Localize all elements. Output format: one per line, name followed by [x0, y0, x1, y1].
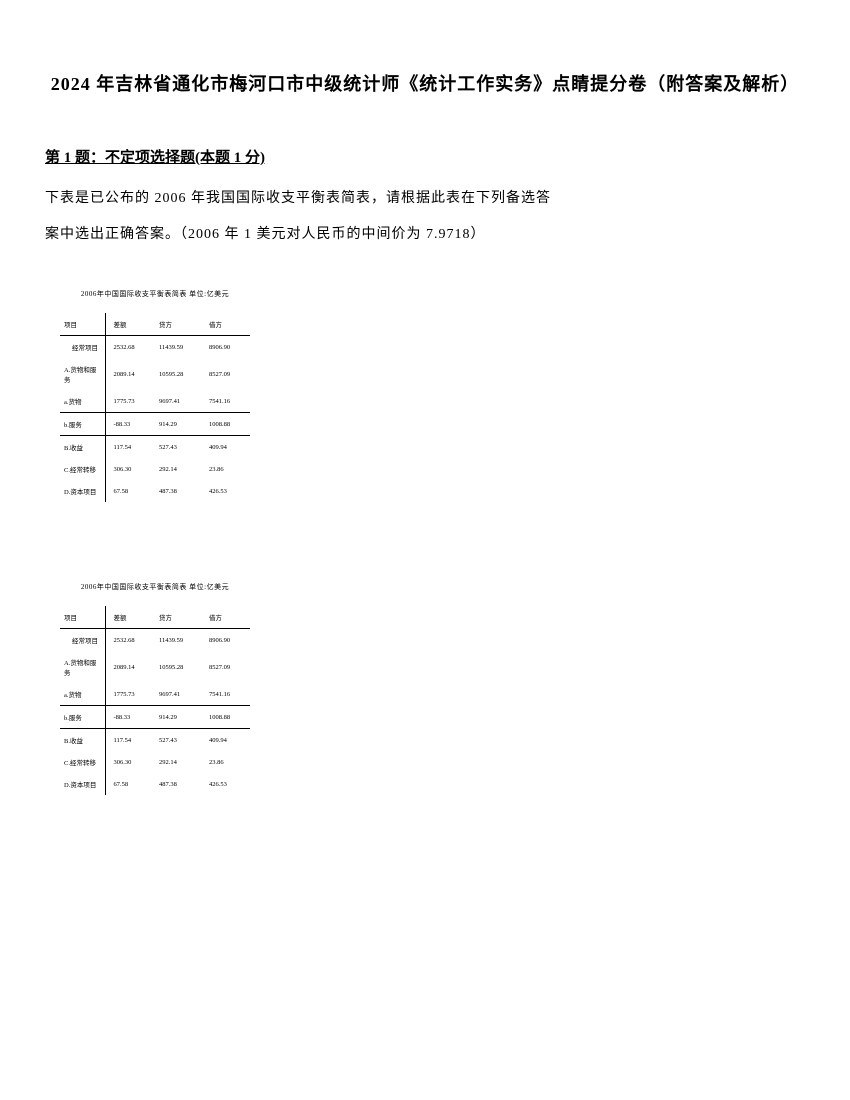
- table-row: D.资本项目 67.58 487.38 426.53: [60, 480, 250, 502]
- cell: 292.14: [155, 458, 205, 480]
- cell: 1008.88: [205, 706, 250, 729]
- cell: 1008.88: [205, 413, 250, 436]
- header-col2: 差额: [105, 606, 155, 629]
- table-row: D.资本项目 67.58 487.38 426.53: [60, 773, 250, 795]
- cell: 2532.68: [105, 336, 155, 359]
- cell: 292.14: [155, 751, 205, 773]
- cell: 527.43: [155, 436, 205, 459]
- cell: 23.86: [205, 751, 250, 773]
- cell: 11439.59: [155, 629, 205, 652]
- cell: C.经常转移: [60, 751, 105, 773]
- table-row: A.货物和服务 2089.14 10595.28 8527.09: [60, 358, 250, 390]
- cell: 426.53: [205, 773, 250, 795]
- cell: 23.86: [205, 458, 250, 480]
- cell: B.收益: [60, 436, 105, 459]
- table-row: A.货物和服务 2089.14 10595.28 8527.09: [60, 651, 250, 683]
- table-row: C.经常转移 306.30 292.14 23.86: [60, 751, 250, 773]
- cell: 306.30: [105, 458, 155, 480]
- header-col3: 贷方: [155, 606, 205, 629]
- table-row: a.货物 1775.73 9697.41 7541.16: [60, 390, 250, 413]
- cell: 10595.28: [155, 651, 205, 683]
- header-col3: 贷方: [155, 313, 205, 336]
- cell: b.服务: [60, 706, 105, 729]
- header-col1: 项目: [60, 606, 105, 629]
- header-col4: 借方: [205, 606, 250, 629]
- question-header: 第 1 题：不定项选择题(本题 1 分): [45, 146, 805, 167]
- cell: 409.94: [205, 436, 250, 459]
- cell: 914.29: [155, 706, 205, 729]
- cell: 7541.16: [205, 390, 250, 413]
- document-title: 2024 年吉林省通化市梅河口市中级统计师《统计工作实务》点睛提分卷（附答案及解…: [45, 70, 805, 96]
- cell: 117.54: [105, 729, 155, 752]
- table-row: a.货物 1775.73 9697.41 7541.16: [60, 683, 250, 706]
- table-title-1: 2006年中国国际收支平衡表简表 单位:亿美元: [60, 289, 250, 299]
- table-title-2: 2006年中国国际收支平衡表简表 单位:亿美元: [60, 582, 250, 592]
- cell: 487.38: [155, 480, 205, 502]
- cell: 2089.14: [105, 651, 155, 683]
- cell: C.经常转移: [60, 458, 105, 480]
- table-container-2: 2006年中国国际收支平衡表简表 单位:亿美元 项目 差额 贷方 借方 经常项目…: [60, 582, 805, 795]
- cell: 9697.41: [155, 390, 205, 413]
- header-col1: 项目: [60, 313, 105, 336]
- table-container-1: 2006年中国国际收支平衡表简表 单位:亿美元 项目 差额 贷方 借方 经常项目…: [60, 289, 805, 502]
- header-col2: 差额: [105, 313, 155, 336]
- cell: 1775.73: [105, 683, 155, 706]
- cell: 117.54: [105, 436, 155, 459]
- cell: 2532.68: [105, 629, 155, 652]
- cell: 67.58: [105, 480, 155, 502]
- cell: 914.29: [155, 413, 205, 436]
- cell: 8527.09: [205, 651, 250, 683]
- cell: 8906.90: [205, 629, 250, 652]
- cell: b.服务: [60, 413, 105, 436]
- cell: 经常项目: [60, 629, 105, 652]
- cell: 67.58: [105, 773, 155, 795]
- cell: 306.30: [105, 751, 155, 773]
- data-table-2: 项目 差额 贷方 借方 经常项目 2532.68 11439.59 8906.9…: [60, 606, 250, 795]
- table-row: 经常项目 2532.68 11439.59 8906.90: [60, 629, 250, 652]
- cell: 426.53: [205, 480, 250, 502]
- cell: 经常项目: [60, 336, 105, 359]
- cell: 527.43: [155, 729, 205, 752]
- cell: 8906.90: [205, 336, 250, 359]
- cell: -88.33: [105, 706, 155, 729]
- cell: 11439.59: [155, 336, 205, 359]
- cell: 10595.28: [155, 358, 205, 390]
- cell: D.资本项目: [60, 480, 105, 502]
- question-text-line2: 案中选出正确答案。（2006 年 1 美元对人民币的中间价为 7.9718）: [45, 221, 805, 249]
- table-row: B.收益 117.54 527.43 409.94: [60, 436, 250, 459]
- table-row: b.服务 -88.33 914.29 1008.88: [60, 413, 250, 436]
- cell: 1775.73: [105, 390, 155, 413]
- header-col4: 借方: [205, 313, 250, 336]
- table-header-row: 项目 差额 贷方 借方: [60, 313, 250, 336]
- cell: A.货物和服务: [60, 358, 105, 390]
- table-row: b.服务 -88.33 914.29 1008.88: [60, 706, 250, 729]
- cell: a.货物: [60, 683, 105, 706]
- question-text-line1: 下表是已公布的 2006 年我国国际收支平衡表简表，请根据此表在下列备选答: [45, 185, 805, 213]
- cell: 2089.14: [105, 358, 155, 390]
- cell: 9697.41: [155, 683, 205, 706]
- cell: 7541.16: [205, 683, 250, 706]
- cell: 409.94: [205, 729, 250, 752]
- table-row: C.经常转移 306.30 292.14 23.86: [60, 458, 250, 480]
- cell: B.收益: [60, 729, 105, 752]
- cell: -88.33: [105, 413, 155, 436]
- cell: D.资本项目: [60, 773, 105, 795]
- table-header-row: 项目 差额 贷方 借方: [60, 606, 250, 629]
- cell: 487.38: [155, 773, 205, 795]
- cell: 8527.09: [205, 358, 250, 390]
- table-row: 经常项目 2532.68 11439.59 8906.90: [60, 336, 250, 359]
- data-table-1: 项目 差额 贷方 借方 经常项目 2532.68 11439.59 8906.9…: [60, 313, 250, 502]
- cell: a.货物: [60, 390, 105, 413]
- table-row: B.收益 117.54 527.43 409.94: [60, 729, 250, 752]
- cell: A.货物和服务: [60, 651, 105, 683]
